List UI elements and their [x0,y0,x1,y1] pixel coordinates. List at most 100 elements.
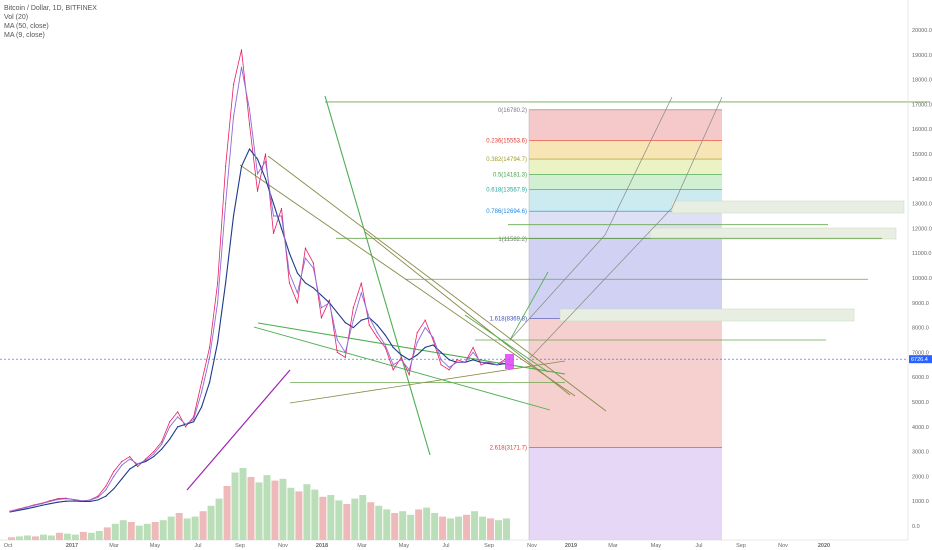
indicator-ma9[interactable]: MA (9, close) [4,32,45,39]
volume-bar [327,495,335,540]
x-tick-label: 2020 [818,543,830,549]
x-tick-label: 2017 [66,543,78,549]
volume-bar [487,518,495,540]
volume-bar [175,513,183,540]
series-1-point [41,504,43,507]
resistance-box-3 [559,308,855,322]
volume-bar [47,535,55,540]
series-1-point [448,359,450,361]
series-2-point [304,257,307,259]
series-2-point [408,369,410,371]
x-tick-label: Nov [778,543,788,549]
fib-label-7: 1.618(8369.8) [490,316,527,322]
series-1-point [201,406,203,408]
last-price-badge [909,355,932,364]
volume-bar [263,475,271,540]
x-tick-label: May [399,543,410,549]
series-1-point [488,362,490,365]
series-0-point [440,364,442,366]
x-tick-label: Jul [194,543,201,549]
series-2-point [121,464,123,466]
x-tick-label: Jul [695,543,702,549]
volume-bar [495,520,502,540]
volume-bar [63,533,71,540]
series-0-point [328,299,330,301]
series-1-point [89,500,91,503]
trend-line-8 [186,369,291,491]
series-0-point [177,411,179,413]
y-tick-label: 6000.0 [912,375,929,381]
volume-bar [79,531,87,540]
series-2-point [97,496,99,499]
series-0-point [312,262,314,264]
indicator-ma50[interactable]: MA (50, close) [4,23,49,30]
volume-bar [367,502,375,540]
fib-label-6: 1(11582.2) [498,237,527,243]
series-1-point [161,448,163,450]
y-tick-label: 12000.0 [912,226,932,232]
series-1-point [432,344,434,346]
series-2-point [432,336,434,339]
series-1-point [248,148,251,150]
volume-bar [15,536,23,540]
volume-bar [199,511,207,540]
series-1-point [312,287,314,289]
series-1-point [65,500,67,502]
y-tick-label: 1000.0 [912,499,929,505]
x-tick-label: Jul [442,543,449,549]
series-1-point [408,359,410,361]
series-2-point [384,344,386,346]
trend-line-7 [464,314,549,373]
fib-label-4: 0.618(13567.9) [486,188,527,194]
fib-label-8: 2.618(3171.7) [490,445,527,451]
series-2-point [448,366,450,368]
x-tick-label: Nov [278,543,288,549]
volume-bar [463,514,471,540]
y-tick-label: 2000.0 [912,474,929,480]
series-1-point [440,351,442,353]
fib-zone-3 [529,174,722,190]
y-tick-label: 13000.0 [912,202,932,208]
series-0-point [320,317,322,319]
y-tick-label: 7000.0 [912,350,929,356]
series-0-point [161,441,163,443]
indicator-volume[interactable]: Vol (20) [4,14,29,21]
series-1-point [272,203,275,205]
volume-bar [271,480,279,540]
series-2-point [280,215,283,217]
fib-label-2: 0.382(14794.7) [486,157,527,163]
series-1-point [193,421,195,423]
volume-bar [423,507,431,540]
trend-line-4 [289,360,566,404]
series-1-point [97,499,99,501]
series-1-point [344,322,346,324]
volume-bar [391,513,399,540]
series-1-point [25,508,27,510]
series-2-point [49,500,51,503]
volume-bar [159,520,167,540]
volume-bar [87,532,95,540]
series-0-point [129,455,131,458]
y-tick-label: 15000.0 [912,152,932,158]
volume-bar [31,536,39,540]
series-1-point [360,319,362,321]
series-1-point [256,158,259,160]
volume-bar [167,516,175,540]
y-tick-label: 14000.0 [912,177,932,183]
volume-bar [407,514,415,540]
series-2-point [496,364,498,366]
y-tick-label: 3000.0 [912,450,929,456]
volume-bar [383,509,391,540]
x-tick-label: Mar [357,543,367,549]
series-0-point [408,374,410,376]
series-0-point [224,165,227,167]
series-2-point [464,361,466,363]
x-tick-label: Nov [527,543,537,549]
fib-zone-0 [529,109,722,141]
series-2-point [73,498,75,501]
trend-lines [186,95,723,491]
trend-line-1 [267,155,607,412]
series-0-point [137,465,139,468]
